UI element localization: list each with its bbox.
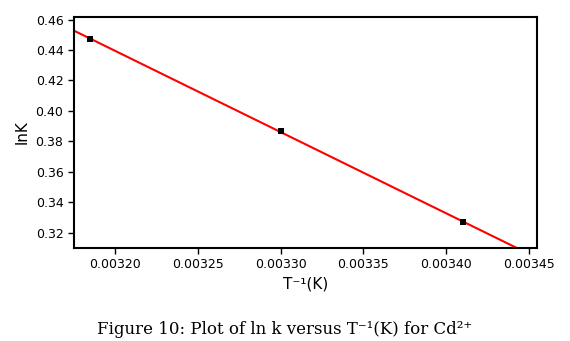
Point (276, 128, 285, 133)
Text: Figure 10: Plot of ln k versus T⁻¹(K) for Cd²⁺: Figure 10: Plot of ln k versus T⁻¹(K) fo… (97, 321, 473, 338)
X-axis label: T⁻¹(K): T⁻¹(K) (283, 277, 328, 292)
Point (458, 219, 467, 225)
Y-axis label: lnK: lnK (15, 120, 30, 144)
Point (86, 36, 95, 42)
